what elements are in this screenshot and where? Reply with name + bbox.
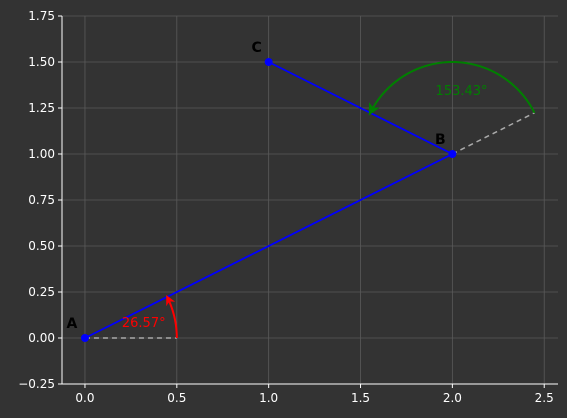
point-marker: [448, 150, 457, 158]
points: [80, 58, 457, 342]
y-tick-label: 0.00: [28, 331, 55, 345]
segment-line: [84, 153, 453, 339]
point-label: C: [252, 40, 262, 56]
y-tick-label: 0.50: [28, 239, 55, 253]
point-marker: [80, 334, 89, 342]
grid: [62, 15, 558, 385]
x-tick-label: 2.0: [443, 391, 462, 405]
y-tick-label: 0.75: [28, 193, 55, 207]
axes: 0.0 0.5 1.0 1.5 2.0 2.5 −0.25 0.00 0.25 0.50 0.75 1…: [18, 9, 558, 405]
y-tick-label: 1.50: [28, 55, 55, 69]
x-tick-label: 1.5: [351, 391, 370, 405]
y-tick-label: 1.75: [28, 9, 55, 23]
angle-arc: [368, 60, 536, 116]
reference-lines: [84, 112, 535, 339]
x-tick-label: 0.5: [167, 391, 186, 405]
y-tick-label: 1.25: [28, 101, 55, 115]
segment-line: [268, 61, 453, 155]
y-tick-label: 1.00: [28, 147, 55, 161]
x-tick-label: 2.5: [535, 391, 554, 405]
point-label: A: [67, 316, 78, 332]
x-tick-label: 1.0: [259, 391, 278, 405]
angle-label: 26.57°: [122, 316, 166, 331]
labels: 26.57° 153.43° A B C: [67, 40, 488, 332]
y-tick-label: 0.25: [28, 285, 55, 299]
angle-arcs: [166, 60, 536, 338]
point-label: B: [435, 132, 446, 148]
angle-arc: [166, 295, 178, 338]
point-marker: [264, 58, 273, 66]
x-tick-label: 0.0: [75, 391, 94, 405]
segments: [84, 61, 453, 339]
angle-label: 153.43°: [436, 84, 488, 99]
y-tick-label: −0.25: [18, 377, 55, 391]
reference-line: [452, 112, 535, 155]
